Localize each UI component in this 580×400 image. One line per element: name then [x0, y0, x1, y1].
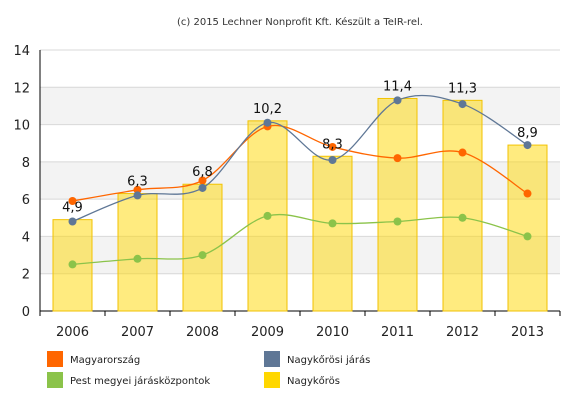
bar	[507, 144, 548, 312]
bar	[117, 193, 158, 312]
legend-label: Pest megyei járásközpontok	[70, 375, 210, 387]
legend-label: Magyarország	[70, 354, 140, 366]
x-tick-label: 2007	[121, 325, 154, 340]
series-point	[68, 197, 77, 206]
series-point	[393, 154, 402, 163]
bar	[442, 99, 483, 312]
series-point	[458, 213, 467, 222]
legend-label: Nagykőrösi járás	[287, 354, 370, 366]
bar-data-label: 11,3	[448, 81, 477, 96]
legend-swatch	[264, 372, 280, 388]
y-tick-label: 4	[22, 230, 30, 245]
series-point	[198, 176, 207, 185]
series-point	[263, 211, 272, 220]
series-point	[263, 118, 272, 127]
chart-caption: (c) 2015 Lechner Nonprofit Kft. Készült …	[177, 16, 423, 28]
bar	[312, 155, 353, 312]
bar	[377, 97, 418, 312]
x-tick-label: 2013	[511, 325, 544, 340]
legend-swatch	[47, 351, 63, 367]
x-tick-label: 2012	[446, 325, 479, 340]
y-tick-label: 10	[13, 119, 30, 134]
bar-data-label: 4,9	[62, 201, 83, 216]
y-tick-label: 6	[22, 193, 30, 208]
series-point	[393, 217, 402, 226]
x-tick-label: 2011	[381, 325, 414, 340]
series-point	[523, 232, 532, 241]
series-point	[198, 251, 207, 260]
legend-label: Nagykőrös	[287, 375, 340, 387]
bar-data-label: 6,8	[192, 165, 213, 180]
bar-data-label: 11,4	[383, 79, 412, 94]
series-point	[328, 155, 337, 164]
series-point	[328, 219, 337, 228]
series-point	[68, 217, 77, 226]
bar-data-label: 8,3	[322, 137, 343, 152]
bar-data-label: 10,2	[253, 102, 282, 117]
y-tick-label: 2	[22, 268, 30, 283]
bar-data-label: 8,9	[517, 126, 538, 141]
legend-swatch	[264, 351, 280, 367]
series-point	[458, 100, 467, 109]
series-point	[68, 260, 77, 269]
x-tick-label: 2008	[186, 325, 219, 340]
series-point	[328, 142, 337, 151]
x-tick-label: 2006	[56, 325, 89, 340]
x-tick-label: 2009	[251, 325, 284, 340]
series-point	[458, 148, 467, 157]
series-point	[133, 254, 142, 263]
series-point	[133, 185, 142, 194]
series-line	[72, 94, 528, 223]
y-tick-label: 14	[13, 44, 30, 59]
y-tick-label: 8	[22, 156, 30, 171]
series-point	[133, 191, 142, 200]
bar-data-label: 6,3	[127, 175, 148, 190]
x-tick-label: 2010	[316, 325, 349, 340]
series-line	[72, 213, 528, 266]
bar	[182, 183, 223, 312]
y-tick-label: 12	[13, 81, 30, 96]
series-point	[523, 189, 532, 198]
series-point	[393, 96, 402, 105]
series-line	[72, 124, 528, 202]
y-tick-label: 0	[22, 305, 30, 320]
series-point	[198, 183, 207, 192]
series-point	[523, 141, 532, 150]
legend-swatch	[47, 372, 63, 388]
